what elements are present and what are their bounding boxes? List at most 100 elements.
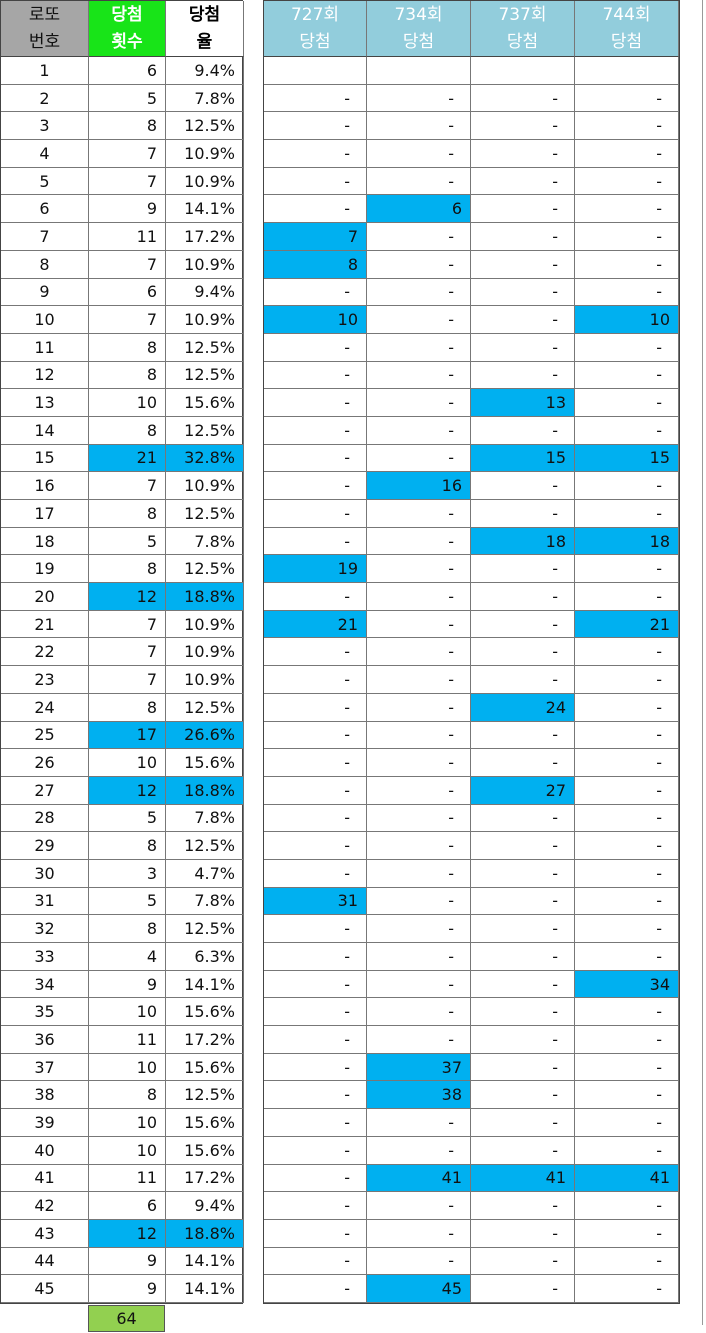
draw-result-cell[interactable]: - [471, 223, 575, 251]
win-rate-cell[interactable]: 10.9% [166, 250, 244, 279]
lotto-number-cell[interactable]: 44 [1, 1247, 89, 1276]
win-count-cell[interactable]: 12 [89, 583, 166, 611]
lotto-number-cell[interactable]: 38 [1, 1081, 89, 1110]
draw-result-cell[interactable]: - [367, 278, 471, 307]
draw-result-cell[interactable]: - [575, 666, 679, 694]
win-count-cell[interactable]: 12 [89, 776, 166, 805]
draw-result-cell[interactable]: - [575, 1192, 679, 1220]
win-count-cell[interactable]: 10 [89, 998, 166, 1027]
draw-result-cell[interactable]: - [367, 998, 471, 1027]
win-rate-cell[interactable]: 9.4% [166, 1192, 244, 1220]
draw-result-cell[interactable]: - [471, 721, 575, 750]
win-rate-cell[interactable]: 26.6% [166, 721, 244, 750]
draw-result-cell[interactable] [264, 57, 367, 85]
draw-result-cell[interactable]: - [575, 859, 679, 888]
draw-result-cell[interactable]: - [575, 1219, 679, 1248]
win-count-cell[interactable]: 10 [89, 1053, 166, 1082]
draw-result-cell[interactable]: - [367, 749, 471, 777]
draw-result-cell[interactable]: - [367, 167, 471, 196]
draw-result-cell[interactable]: - [367, 389, 471, 417]
draw-result-cell[interactable]: 16 [367, 472, 471, 500]
draw-result-cell[interactable]: - [264, 915, 367, 943]
draw-result-cell[interactable]: - [264, 1109, 367, 1137]
lotto-number-cell[interactable]: 14 [1, 416, 89, 445]
win-rate-cell[interactable]: 15.6% [166, 998, 244, 1027]
draw-result-cell[interactable]: - [471, 140, 575, 168]
win-rate-cell[interactable]: 12.5% [166, 915, 244, 943]
draw-result-cell[interactable]: - [264, 278, 367, 307]
lotto-number-cell[interactable]: 7 [1, 223, 89, 251]
win-rate-cell[interactable]: 14.1% [166, 1247, 244, 1276]
draw-result-cell[interactable]: - [575, 112, 679, 141]
draw-result-cell[interactable]: - [367, 638, 471, 667]
draw-result-cell[interactable]: - [264, 1219, 367, 1248]
lotto-number-cell[interactable]: 12 [1, 361, 89, 390]
lotto-number-cell[interactable]: 9 [1, 278, 89, 307]
draw-result-cell[interactable]: - [367, 527, 471, 556]
draw-result-cell[interactable]: - [575, 749, 679, 777]
win-rate-cell[interactable]: 12.5% [166, 112, 244, 141]
win-count-cell[interactable]: 10 [89, 389, 166, 417]
draw-result-cell[interactable]: - [471, 1053, 575, 1082]
draw-result-cell[interactable]: 13 [471, 389, 575, 417]
win-rate-cell[interactable]: 12.5% [166, 333, 244, 362]
draw-result-cell[interactable]: - [367, 666, 471, 694]
draw-result-cell[interactable]: - [367, 887, 471, 916]
win-count-cell[interactable]: 5 [89, 84, 166, 113]
draw-result-cell[interactable]: - [575, 195, 679, 224]
draw-result-cell[interactable]: - [575, 776, 679, 805]
draw-result-cell[interactable]: 34 [575, 970, 679, 999]
win-count-cell[interactable]: 6 [89, 57, 166, 85]
draw-result-cell[interactable]: - [367, 970, 471, 999]
draw-result-cell[interactable]: - [264, 1136, 367, 1165]
draw-result-cell[interactable]: - [264, 416, 367, 445]
win-rate-cell[interactable]: 14.1% [166, 1275, 244, 1303]
draw-result-cell[interactable]: - [264, 776, 367, 805]
draw-result-cell[interactable]: - [264, 583, 367, 611]
win-rate-cell[interactable]: 12.5% [166, 832, 244, 860]
draw-result-cell[interactable]: 21 [575, 610, 679, 639]
win-rate-cell[interactable]: 14.1% [166, 970, 244, 999]
draw-result-cell[interactable]: - [367, 1109, 471, 1137]
draw-result-cell[interactable]: - [471, 1219, 575, 1248]
draw-result-cell[interactable]: - [471, 832, 575, 860]
draw-result-cell[interactable]: - [575, 333, 679, 362]
draw-result-cell[interactable]: - [264, 1026, 367, 1054]
win-count-cell[interactable]: 8 [89, 693, 166, 722]
draw-result-cell[interactable]: - [264, 1164, 367, 1193]
draw-result-cell[interactable]: - [367, 859, 471, 888]
draw-result-cell[interactable]: 19 [264, 555, 367, 584]
draw-result-cell[interactable]: - [264, 1275, 367, 1303]
draw-result-cell[interactable]: - [367, 223, 471, 251]
draw-result-cell[interactable]: - [264, 527, 367, 556]
draw-result-cell[interactable]: - [264, 749, 367, 777]
lotto-number-cell[interactable]: 1 [1, 57, 89, 85]
win-count-cell[interactable]: 8 [89, 555, 166, 584]
draw-result-cell[interactable]: 41 [367, 1164, 471, 1193]
draw-result-cell[interactable]: - [264, 112, 367, 141]
lotto-number-cell[interactable]: 16 [1, 472, 89, 500]
lotto-number-cell[interactable]: 25 [1, 721, 89, 750]
draw-result-cell[interactable]: - [575, 721, 679, 750]
win-count-cell[interactable]: 17 [89, 721, 166, 750]
draw-result-cell[interactable]: - [575, 361, 679, 390]
draw-result-cell[interactable]: - [575, 887, 679, 916]
draw-result-cell[interactable]: 6 [367, 195, 471, 224]
draw-result-cell[interactable]: - [471, 804, 575, 833]
draw-result-cell[interactable]: - [264, 389, 367, 417]
draw-result-cell[interactable] [575, 57, 679, 85]
win-count-cell[interactable]: 8 [89, 1081, 166, 1110]
draw-result-cell[interactable]: - [471, 472, 575, 500]
draw-result-cell[interactable]: - [264, 140, 367, 168]
lotto-number-cell[interactable]: 21 [1, 610, 89, 639]
draw-header-2[interactable]: 737회 당첨 [471, 1, 575, 57]
draw-header-0[interactable]: 727회 당첨 [264, 1, 367, 57]
draw-result-cell[interactable]: - [264, 666, 367, 694]
draw-result-cell[interactable]: - [367, 1192, 471, 1220]
win-rate-cell[interactable]: 10.9% [166, 140, 244, 168]
lotto-number-cell[interactable]: 20 [1, 583, 89, 611]
draw-result-cell[interactable]: - [471, 361, 575, 390]
win-count-cell[interactable]: 7 [89, 610, 166, 639]
draw-result-cell[interactable]: - [575, 1053, 679, 1082]
draw-result-cell[interactable]: 7 [264, 223, 367, 251]
